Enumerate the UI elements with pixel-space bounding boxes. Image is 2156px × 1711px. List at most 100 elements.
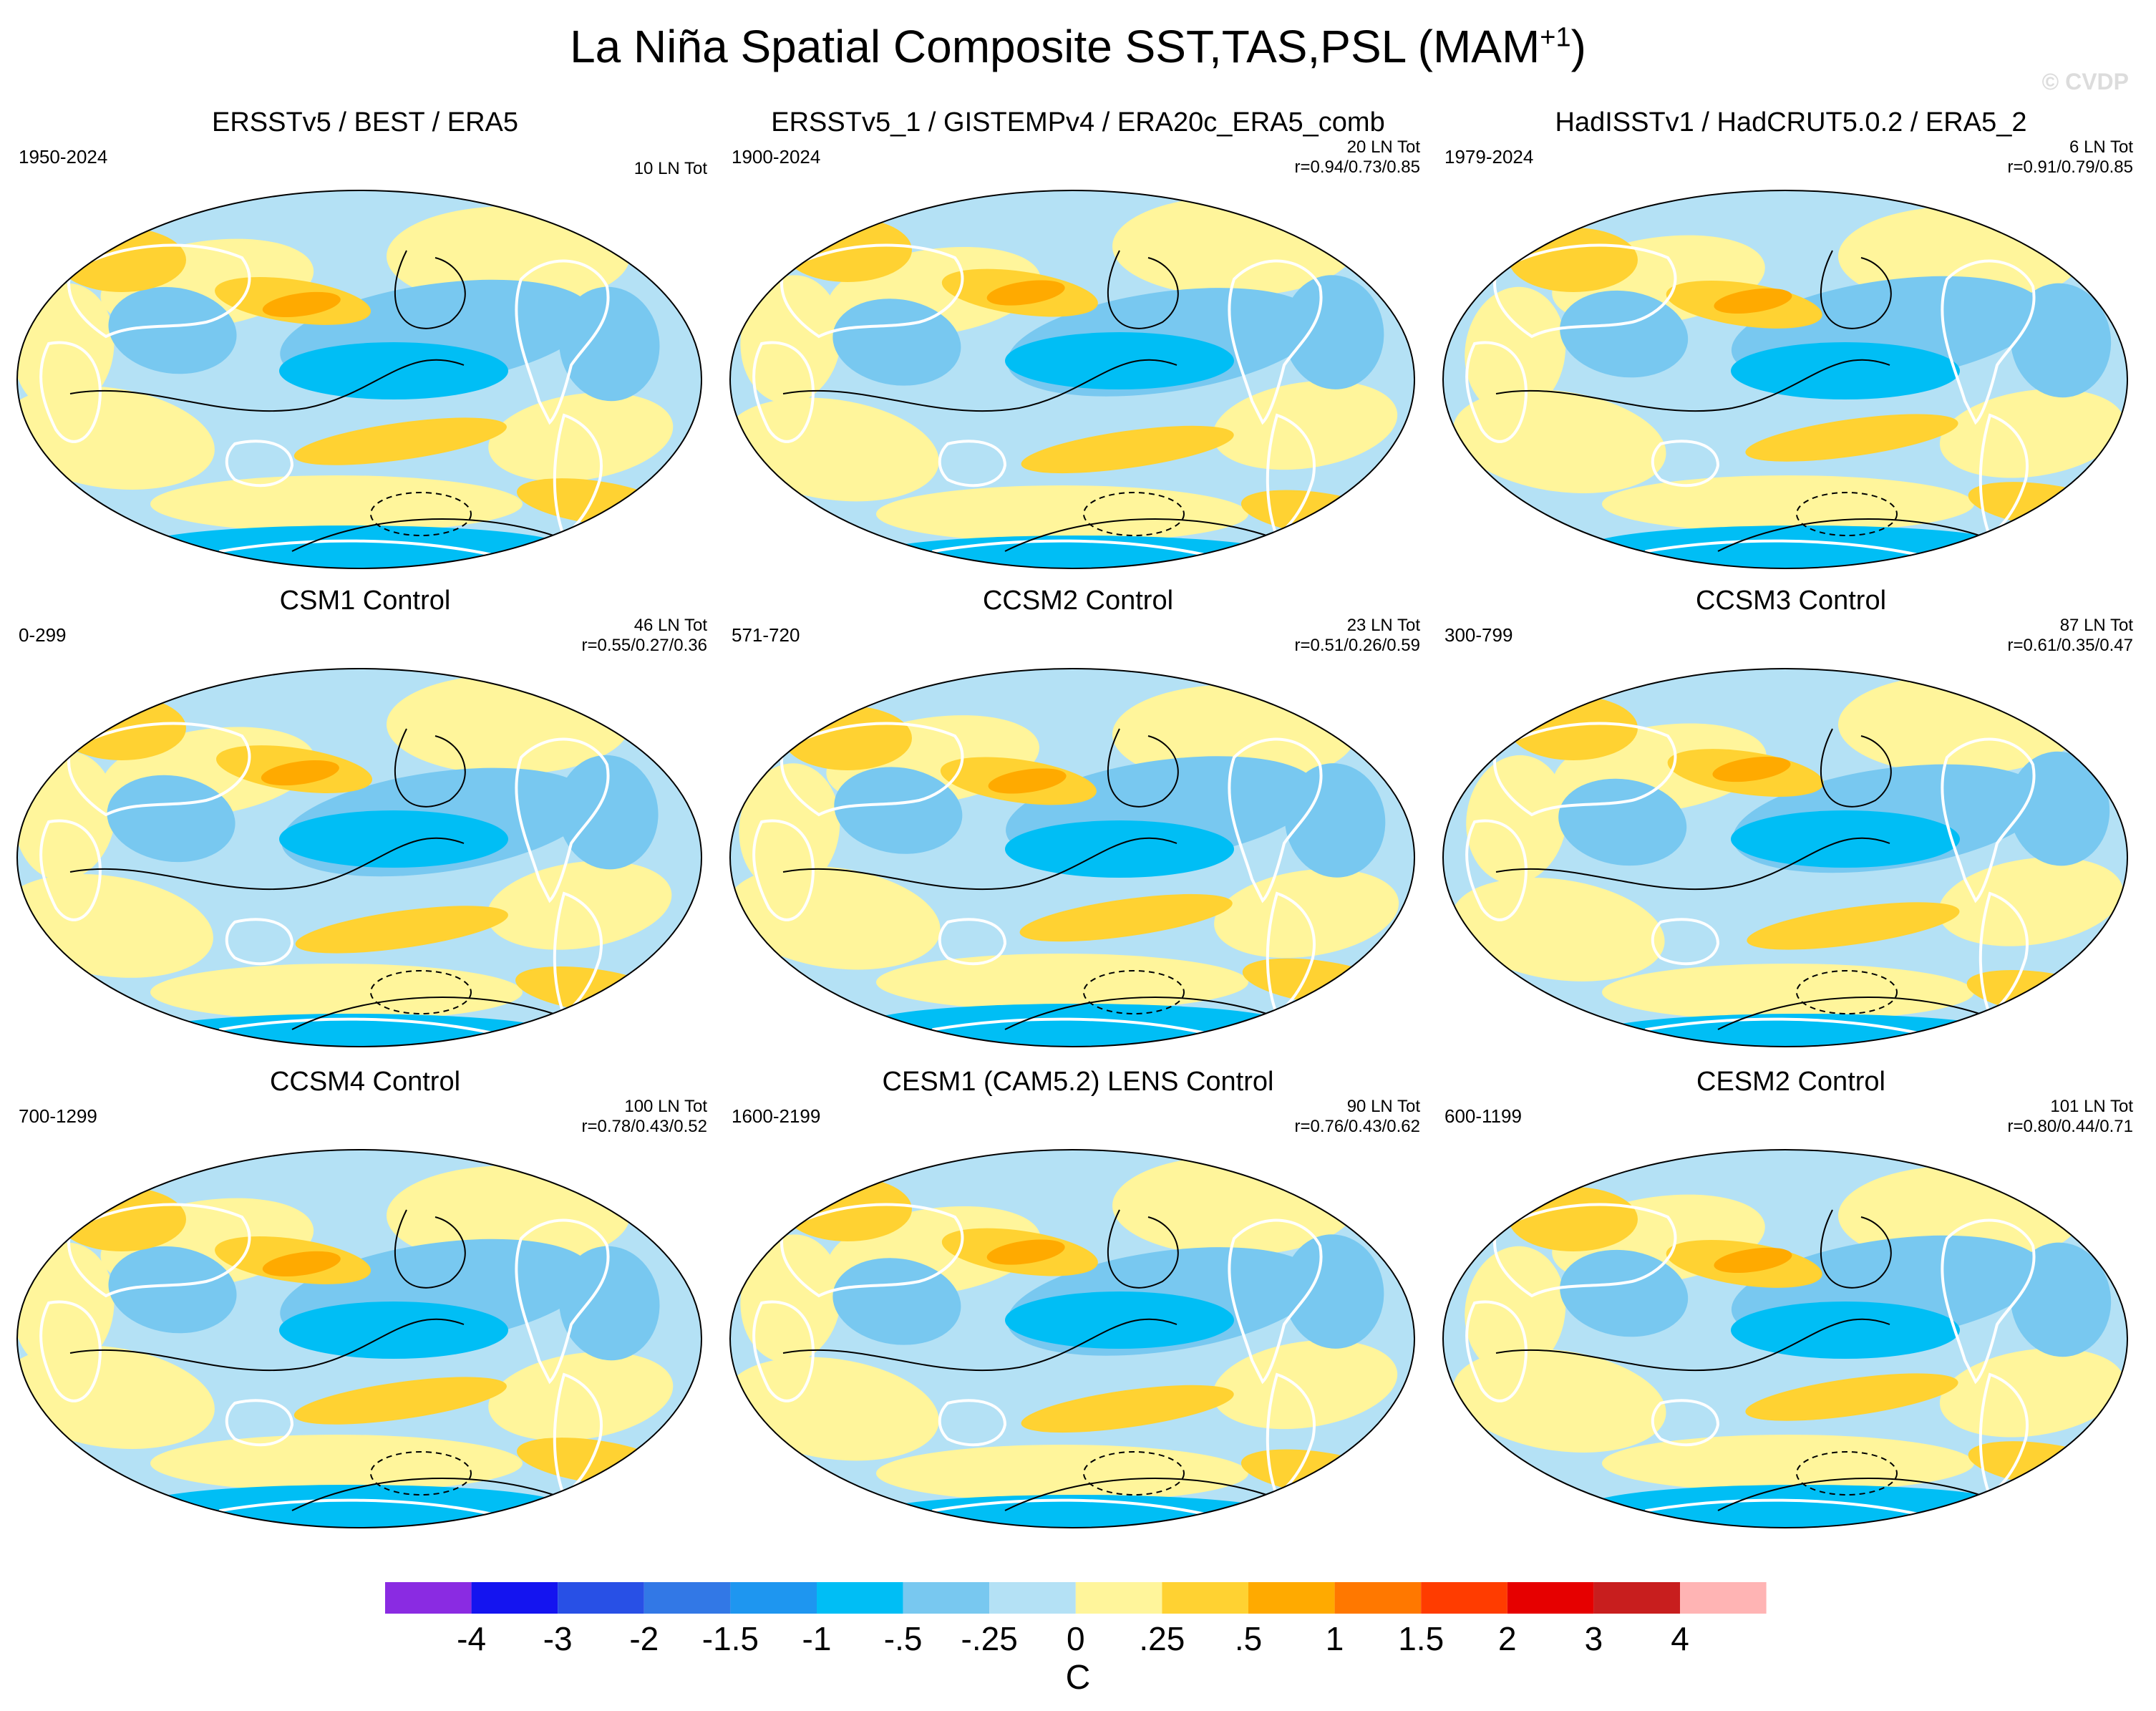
anomaly-region	[1602, 1435, 1974, 1492]
panel-event-count: 10 LN Tot	[633, 159, 707, 178]
anomaly-region	[1509, 696, 1638, 760]
psl-contour	[1820, 728, 1892, 808]
anomaly-region	[740, 275, 842, 404]
anomaly-region	[1452, 1349, 1666, 1453]
anomaly-region	[730, 1357, 939, 1461]
figure-title: La Niña Spatial Composite SST,TAS,PSL (M…	[0, 20, 2156, 73]
coastline	[553, 891, 603, 1018]
map-panel: CCSM3 Control 300-799 87 LN Tot r=0.61/0.35…	[1432, 586, 2150, 1058]
anomaly-region	[262, 291, 341, 318]
panel-event-count: 46 LN Tot	[633, 616, 707, 635]
anomaly-region	[387, 206, 630, 306]
colorbar-swatch	[1680, 1582, 1767, 1614]
anomaly-region	[834, 767, 963, 854]
psl-contour	[1107, 1209, 1179, 1289]
anomaly-region	[740, 1234, 842, 1363]
anomaly-region	[1731, 342, 1960, 399]
panel-correlation: r=0.51/0.26/0.59	[1294, 636, 1420, 655]
anomaly-region	[1451, 878, 1665, 981]
anomaly-region	[1714, 288, 1792, 314]
anomaly-region	[876, 1445, 1248, 1502]
map-panel: ERSSTv5 / BEST / ERA5 1950-2024 10 LN Tot	[6, 107, 724, 580]
anomaly-region	[988, 768, 1067, 794]
coastline	[39, 341, 102, 443]
panel-correlation: r=0.78/0.43/0.52	[581, 1117, 707, 1136]
map-panel: HadISSTv1 / HadCRUT5.0.2 / ERA5_2 1979-20…	[1432, 107, 2150, 580]
map-field	[17, 669, 701, 1047]
map-panel: CCSM2 Control 571-720 23 LN Tot r=0.51/0.26…	[719, 586, 1437, 1058]
anomaly-region	[1745, 1373, 1958, 1421]
colorbar-swatch	[817, 1582, 903, 1614]
psl-contour-negative	[1083, 492, 1185, 536]
anomaly-region	[1466, 755, 1568, 884]
panel-correlation: r=0.94/0.73/0.85	[1294, 157, 1420, 177]
colorbar-swatch	[1162, 1582, 1248, 1614]
psl-contour	[1820, 1209, 1892, 1289]
colorbar-tick-label: -4	[457, 1620, 487, 1657]
map-border	[729, 190, 1415, 569]
map-border	[16, 1149, 702, 1528]
coastline	[515, 737, 610, 903]
anomaly-region	[1019, 893, 1233, 942]
colorbar-tick-label: -1.5	[701, 1620, 759, 1657]
anomaly-region	[1588, 1485, 2017, 1528]
map-border	[729, 668, 1415, 1047]
colorbar-units: C	[1065, 1659, 1091, 1697]
anomaly-region	[57, 1187, 186, 1251]
anomaly-region	[488, 1352, 674, 1441]
psl-contour	[69, 359, 465, 412]
map-border	[1442, 190, 2128, 569]
colorbar-swatch	[989, 1582, 1076, 1614]
coastline	[752, 1300, 815, 1402]
psl-contour-negative	[1083, 1451, 1185, 1496]
colorbar-tick-label: 1	[1325, 1620, 1344, 1657]
anomaly-region	[17, 283, 115, 412]
colorbar-tick-label: -3	[543, 1620, 573, 1657]
map-svg	[16, 1149, 702, 1528]
coastline	[553, 413, 603, 540]
anomaly-region	[2010, 283, 2112, 398]
map-field	[730, 669, 1414, 1047]
anomaly-region	[1939, 389, 2125, 478]
coastline	[938, 1399, 1007, 1447]
panel-correlation: r=0.55/0.27/0.36	[581, 636, 707, 655]
psl-contour	[394, 250, 466, 329]
panel-title: CSM1 Control	[279, 586, 451, 616]
panel-title: ERSSTv5_1 / GISTEMPv4 / ERA20c_ERA5_comb	[771, 107, 1385, 137]
psl-contour	[1495, 1318, 1890, 1372]
anomaly-region	[730, 397, 939, 502]
anomaly-region	[1509, 228, 1638, 292]
map-field	[17, 1150, 701, 1528]
panel-title: CCSM3 Control	[1695, 586, 1887, 616]
coastline	[1266, 891, 1316, 1018]
anomaly-region	[1558, 778, 1687, 866]
coastline	[1978, 891, 2029, 1018]
psl-contour	[1107, 728, 1179, 808]
map-svg	[1442, 190, 2128, 569]
psl-contour	[1495, 359, 1890, 412]
coastline	[780, 243, 964, 339]
map-svg	[16, 668, 702, 1047]
anomaly-region	[17, 386, 215, 490]
panel-title: CESM2 Control	[1696, 1067, 1885, 1097]
map-border	[729, 1149, 1415, 1528]
coastline	[67, 1203, 251, 1298]
anomaly-region	[1284, 763, 1386, 878]
panel-title: CCSM4 Control	[269, 1067, 461, 1097]
panel-event-count: 100 LN Tot	[624, 1097, 707, 1116]
coastline	[39, 819, 102, 921]
coastline	[1493, 722, 1677, 817]
map-field	[1443, 190, 2127, 568]
title-superscript: +1	[1540, 22, 1571, 53]
anomaly-region	[1214, 868, 1399, 959]
panel-title: CESM1 (CAM5.2) LENS Control	[882, 1067, 1274, 1097]
anomaly-region	[1005, 820, 1234, 878]
colorbar-swatch	[1248, 1582, 1335, 1614]
map-field	[730, 190, 1414, 568]
psl-contour	[394, 1209, 466, 1289]
map-svg	[729, 190, 1415, 569]
anomaly-region	[293, 1377, 507, 1425]
anomaly-region	[1005, 332, 1234, 389]
anomaly-region	[862, 1004, 1291, 1047]
anomaly-region	[1021, 1385, 1234, 1433]
